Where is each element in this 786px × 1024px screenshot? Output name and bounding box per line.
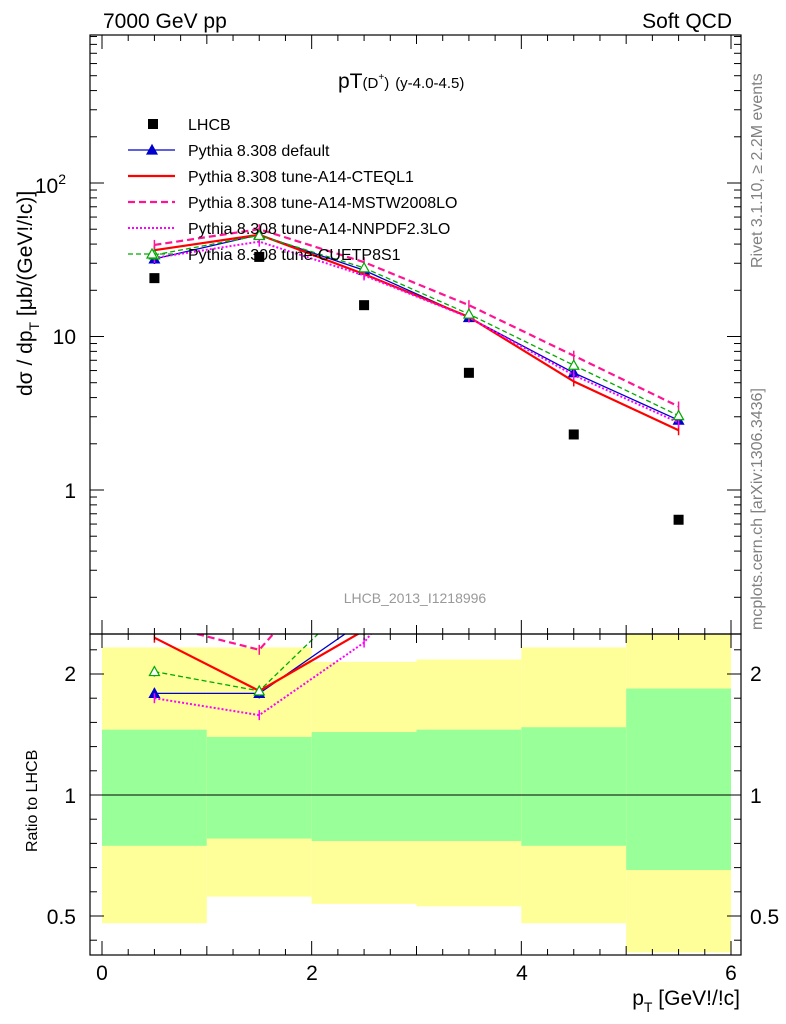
uncertainty-band-inner [416, 729, 522, 841]
ratio-y-tick-label-right-0.5: 0.5 [750, 906, 779, 929]
data-point-lhcb [673, 514, 684, 525]
y-axis-label-main-b: [μb/(GeV!/!c)] [14, 191, 37, 322]
axes-frame [89, 34, 742, 956]
y-axis-label-main-a: dσ / dp [14, 330, 37, 396]
data-point-lhcb [254, 251, 265, 262]
y-axis-label-main: dσ / dpT [μb/(GeV!/!c)] [14, 191, 42, 396]
data-point-lhcb [149, 273, 160, 284]
ratio-line-cteql1 [153, 634, 361, 693]
x-axis-label-b: [GeV!/!c] [652, 987, 740, 1010]
legend-label-data: LHCB [188, 117, 231, 134]
main-panel-series [148, 224, 685, 525]
uncertainty-band-inner [206, 736, 312, 839]
plot-title-sub-close: ) [384, 75, 389, 92]
legend: LHCB Pythia 8.308 default Pythia 8.308 tun… [128, 117, 457, 264]
ratio-y-tick-label-2: 2 [64, 663, 76, 686]
series-line-cuetp [154, 234, 679, 417]
data-point-lhcb [568, 429, 579, 440]
marker-cuetp [462, 307, 475, 319]
marker-cuetp [567, 358, 580, 370]
ratio-line-mstw [192, 634, 275, 652]
uncertainty-band-inner [311, 732, 417, 841]
main-y-tick-label-100: 102 [35, 171, 66, 198]
uncertainty-band-inner [626, 688, 731, 871]
series-line-mstw [154, 228, 680, 408]
legend-label-default: Pythia 8.308 default [188, 143, 330, 160]
plot-title-range: (y-4.0-4.5) [395, 75, 464, 92]
legend-marker-cuetp [145, 247, 159, 259]
ratio-y-tick-label-0.5: 0.5 [47, 906, 76, 929]
legend-label-mstw: Pythia 8.308 tune-A14-MSTW2008LO [188, 195, 457, 212]
data-point-lhcb [463, 367, 474, 378]
x-tick-label-6: 6 [725, 962, 737, 985]
uncertainty-band-inner [102, 729, 207, 846]
main-y-tick-label-10: 10 [53, 326, 76, 349]
x-tick-label-2: 2 [306, 962, 318, 985]
ratio-y-tick-label-right-1: 1 [750, 785, 762, 808]
legend-marker-default [145, 143, 159, 155]
ratio-y-tick-label-1: 1 [64, 785, 76, 808]
y-axis-label-main-sub: T [26, 321, 42, 330]
legend-label-nnpdf: Pythia 8.308 tune-A14-NNPDF2.3LO [188, 221, 450, 238]
side-label-rivet: Rivet 3.1.10, ≥ 2.2M events [749, 73, 766, 268]
plot-title: pT(D+) (y-4.0-4.5) [338, 70, 464, 93]
legend-marker-lhcb [148, 119, 158, 129]
marker-cuetp [358, 261, 371, 273]
header-left: 7000 GeV pp [103, 10, 227, 33]
ratio-marker-cuetp [253, 684, 266, 696]
main-y-tick-label-1: 1 [64, 480, 76, 503]
ratio-line-default [154, 634, 347, 695]
ratio-uncertainty-bands [90, 634, 741, 953]
side-label-site: mcplots.cern.ch [arXiv:1306.3436] [749, 388, 766, 630]
x-axis-label-a: p [632, 987, 644, 1010]
series-line-cteql1 [154, 233, 680, 432]
x-tick-label-0: 0 [96, 962, 108, 985]
plot-title-sub-open: (D [363, 75, 379, 92]
header-right: Soft QCD [642, 10, 732, 33]
marker-cuetp [672, 409, 685, 421]
x-tick-label-4: 4 [516, 962, 528, 985]
analysis-watermark: LHCB_2013_I1218996 [344, 590, 487, 606]
x-axis-label-sub: T [644, 999, 653, 1015]
legend-label-cuetp: Pythia 8.308 tune-CUETP8S1 [188, 247, 401, 264]
series-line-nnpdf [154, 240, 679, 424]
y-axis-label-ratio: Ratio to LHCB [24, 750, 41, 852]
plot-title-main: pT [338, 70, 363, 93]
main-y-tick-label-100-exp: 2 [58, 171, 66, 187]
marker-cuetp [253, 229, 266, 241]
ratio-line-cuetp [154, 634, 319, 692]
legend-label-cteql1: Pythia 8.308 tune-A14-CTEQL1 [188, 169, 414, 186]
data-point-lhcb [359, 300, 370, 311]
ratio-marker-cuetp [148, 665, 161, 677]
uncertainty-band-inner [521, 727, 627, 846]
ratio-y-tick-label-right-2: 2 [750, 663, 762, 686]
x-axis-label: pT [GeV!/!c] [632, 987, 740, 1015]
plot-title-sup: + [378, 72, 384, 83]
ratio-line-nnpdf [154, 634, 373, 717]
main-y-tick-label-100-base: 10 [35, 175, 58, 198]
